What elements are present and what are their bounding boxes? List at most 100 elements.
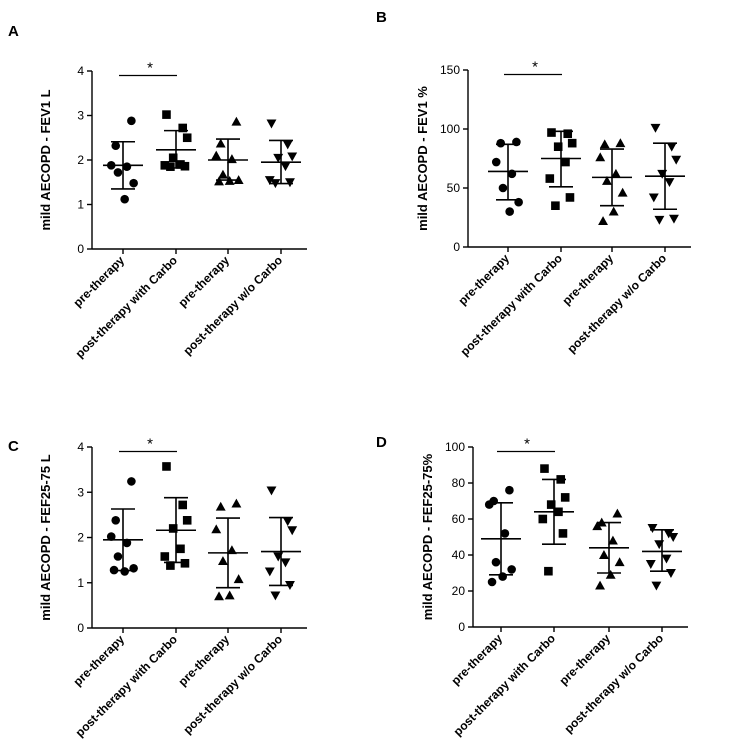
data-point	[505, 207, 514, 216]
data-point	[614, 557, 625, 567]
data-point	[282, 140, 293, 150]
data-point	[176, 544, 185, 554]
data-point	[127, 477, 136, 486]
data-point	[178, 500, 188, 510]
data-point	[544, 566, 553, 576]
data-point	[666, 142, 677, 152]
x-category-label: pre-therapy	[557, 631, 614, 688]
data-point	[496, 138, 506, 148]
y-tick-label: 50	[447, 181, 461, 195]
data-point	[654, 215, 665, 225]
data-point	[106, 532, 116, 541]
y-tick-label: 60	[452, 512, 466, 526]
data-point	[162, 462, 171, 471]
data-point	[547, 128, 556, 137]
y-tick-label: 3	[77, 485, 84, 499]
data-point	[512, 137, 521, 147]
data-point	[487, 577, 497, 587]
data-point	[182, 516, 192, 525]
data-point	[647, 524, 658, 533]
data-point	[507, 565, 516, 574]
y-axis-label: mild AECOPD - FEV1 L	[38, 89, 53, 230]
data-point	[215, 501, 226, 511]
data-point	[270, 179, 281, 189]
data-point	[266, 119, 277, 129]
x-category-label: post-therapy with Carbo	[451, 631, 558, 738]
data-point	[166, 162, 175, 171]
data-point	[178, 123, 188, 133]
x-category-label: post-therapy w/o Carbo	[180, 632, 285, 737]
data-point	[484, 500, 494, 509]
data-point	[180, 558, 190, 568]
data-point	[182, 133, 192, 143]
data-point	[645, 560, 656, 569]
data-point	[226, 545, 237, 555]
significance-marker: *	[532, 59, 538, 76]
data-point	[671, 155, 682, 165]
x-category-label: post-therapy w/o Carbo	[561, 631, 666, 736]
group-3	[261, 119, 301, 189]
data-point	[668, 533, 679, 542]
data-point	[109, 565, 119, 575]
y-tick-label: 0	[77, 621, 84, 635]
x-category-label: pre-therapy	[176, 253, 233, 310]
y-axis-label: mild AECOPD - FEF25-75%	[420, 453, 435, 620]
group-0	[103, 477, 143, 576]
data-point	[214, 176, 224, 186]
data-point	[540, 464, 549, 473]
data-point	[612, 508, 623, 518]
x-category-label: pre-therapy	[71, 632, 128, 689]
x-category-label: post-therapy w/o Carbo	[180, 253, 285, 358]
x-category-label: post-therapy with Carbo	[73, 632, 180, 739]
data-point	[661, 554, 672, 564]
data-point	[560, 493, 570, 502]
data-point	[273, 552, 284, 562]
y-tick-label: 0	[458, 620, 465, 634]
data-point	[538, 514, 548, 524]
data-point	[122, 538, 132, 548]
data-point	[558, 529, 568, 538]
data-point	[113, 552, 123, 561]
x-category-label: pre-therapy	[456, 251, 513, 308]
data-point	[224, 590, 235, 600]
data-point	[231, 116, 242, 126]
data-point	[266, 486, 277, 496]
data-point	[264, 567, 275, 577]
group-3	[645, 123, 685, 225]
data-point	[168, 153, 178, 163]
data-point	[264, 176, 275, 185]
group-3	[642, 524, 682, 591]
data-point	[545, 174, 555, 183]
data-point	[561, 157, 570, 167]
y-tick-label: 4	[77, 64, 84, 78]
data-point	[211, 524, 222, 534]
group-0	[481, 485, 521, 587]
data-point	[605, 569, 616, 579]
data-point	[270, 591, 281, 601]
panel-letter: C	[8, 438, 19, 455]
data-point	[498, 572, 507, 581]
data-point	[657, 169, 668, 179]
data-point	[666, 569, 676, 578]
data-point	[551, 201, 560, 210]
data-point	[218, 169, 228, 179]
data-point	[160, 552, 170, 561]
group-0	[103, 116, 143, 204]
y-axis-label: mild AECOPD - FEF25-75 L	[38, 454, 53, 620]
data-point	[491, 557, 501, 567]
data-point	[127, 116, 136, 126]
data-point	[592, 521, 603, 531]
data-point	[215, 138, 226, 148]
data-point	[111, 141, 121, 151]
y-tick-label: 80	[452, 476, 466, 490]
data-point	[160, 161, 170, 170]
x-category-label: pre-therapy	[71, 253, 128, 310]
group-1	[156, 110, 196, 171]
y-tick-label: 4	[77, 440, 84, 454]
x-category-label: pre-therapy	[560, 251, 617, 308]
data-point	[608, 206, 619, 216]
group-1	[156, 462, 196, 570]
y-tick-label: 20	[452, 584, 466, 598]
